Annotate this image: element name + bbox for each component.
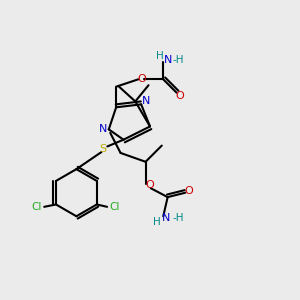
Text: Cl: Cl: [109, 202, 120, 212]
Text: N: N: [162, 213, 170, 223]
Text: Cl: Cl: [32, 202, 42, 212]
Text: N: N: [141, 96, 150, 106]
Text: S: S: [99, 143, 106, 154]
Text: N: N: [164, 55, 172, 65]
Text: O: O: [146, 180, 154, 190]
Text: O: O: [137, 74, 146, 84]
Text: -H: -H: [172, 55, 184, 65]
Text: -H: -H: [172, 213, 184, 223]
Text: O: O: [175, 91, 184, 100]
Text: O: O: [184, 186, 193, 196]
Text: H: H: [154, 217, 161, 227]
Text: H: H: [156, 51, 164, 61]
Text: N: N: [99, 124, 107, 134]
